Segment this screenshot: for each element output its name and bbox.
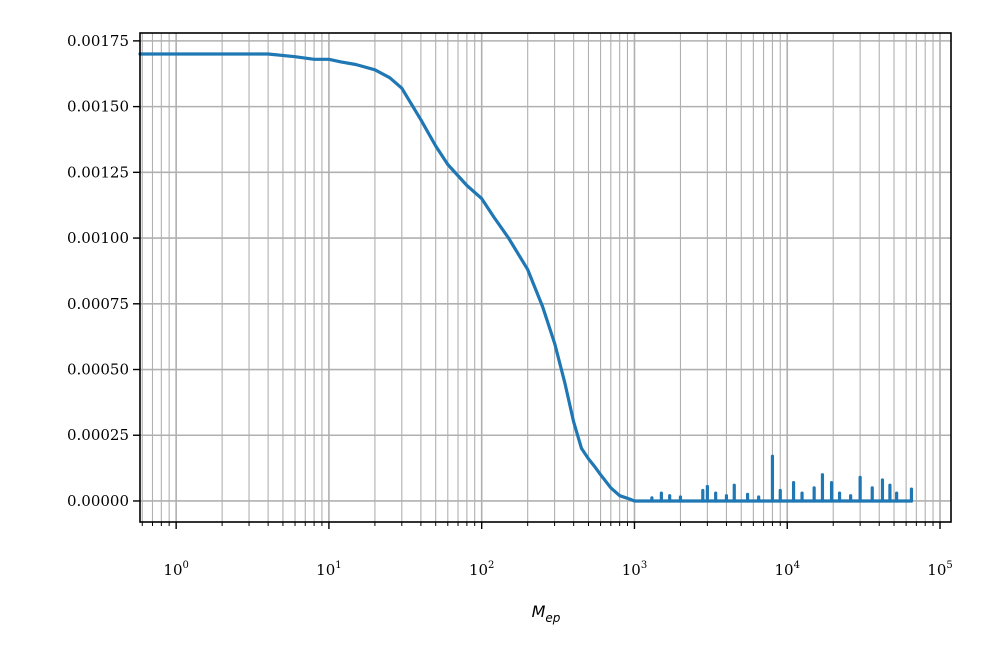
x-tick-label: 105: [927, 560, 952, 579]
x-tick-label: 103: [622, 560, 647, 579]
x-tick-label: 104: [775, 560, 800, 579]
x-tick-exponent: 3: [641, 560, 647, 571]
y-tick-label: 0.00025: [67, 426, 129, 444]
x-tick-base: 10: [316, 561, 335, 579]
y-tick-label: 0.00075: [67, 295, 129, 313]
x-tick-exponent: 0: [183, 560, 189, 571]
x-tick-exponent: 5: [946, 560, 952, 571]
x-tick-label: 102: [469, 560, 494, 579]
x-tick-base: 10: [775, 561, 794, 579]
x-tick-base: 10: [469, 561, 488, 579]
x-axis-label: Mep: [532, 602, 561, 625]
y-tick-label: 0.00050: [67, 361, 129, 379]
series-layer: [138, 52, 914, 503]
axis-ticks: 100 101 102 103 104 1050.000000.000250.000500…: [67, 32, 953, 579]
x-tick-base: 10: [163, 561, 182, 579]
y-tick-label: 0.00150: [67, 98, 129, 116]
x-tick-label: 100: [163, 560, 188, 579]
y-tick-label: 0.00125: [67, 163, 129, 181]
y-tick-label: 0.00100: [67, 229, 129, 247]
x-tick-base: 10: [622, 561, 641, 579]
x-tick-exponent: 2: [488, 560, 494, 571]
x-tick-exponent: 4: [794, 560, 800, 571]
x-tick-base: 10: [927, 561, 946, 579]
grid: [140, 33, 951, 522]
plot-frame: [139, 32, 952, 523]
x-tick-exponent: 1: [335, 560, 341, 571]
y-tick-label: 0.00175: [67, 32, 129, 50]
x-tick-label: 101: [316, 560, 341, 579]
y-tick-label: 0.00000: [67, 492, 129, 510]
series-line: [138, 52, 914, 503]
